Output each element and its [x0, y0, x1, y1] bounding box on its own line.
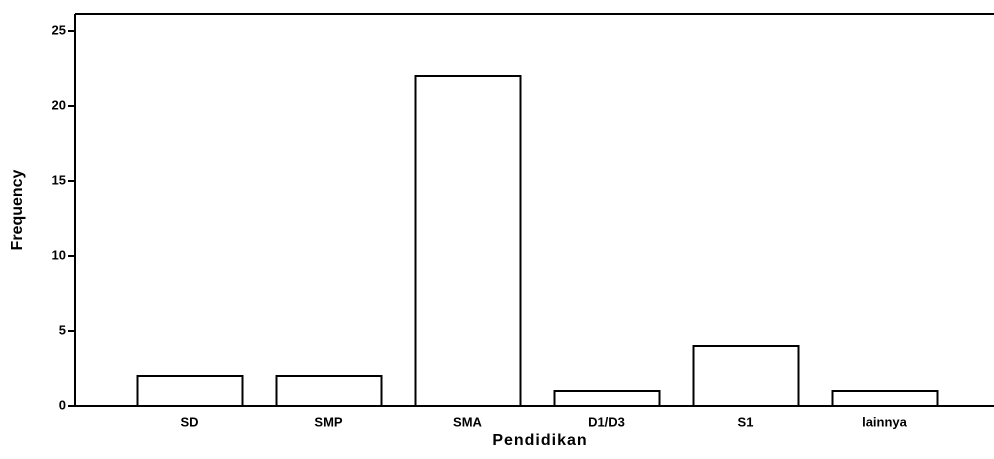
bar [833, 391, 938, 406]
x-tick-label: S1 [738, 414, 754, 429]
x-tick-label: SMP [314, 414, 343, 429]
chart: Frequency Pendidikan 0 5 10 15 20 25 SD SMP SMA D… [0, 0, 994, 459]
y-tick-label: 10 [52, 247, 66, 262]
y-tick-label: 25 [52, 22, 66, 37]
bar [694, 346, 799, 406]
x-tick-label: D1/D3 [588, 414, 625, 429]
bar [277, 376, 382, 406]
x-tick-label: SMA [453, 414, 483, 429]
y-axis-title: Frequency [9, 169, 26, 250]
bar [416, 76, 521, 406]
y-tick-label: 0 [59, 397, 66, 412]
y-tick-label: 20 [52, 97, 66, 112]
y-tick-label: 15 [52, 172, 66, 187]
bar [555, 391, 660, 406]
x-axis-title: Pendidikan [492, 432, 587, 449]
bar [138, 376, 243, 406]
x-tick-label: lainnya [862, 414, 908, 429]
x-tick-label: SD [180, 414, 198, 429]
y-tick-label: 5 [59, 322, 66, 337]
